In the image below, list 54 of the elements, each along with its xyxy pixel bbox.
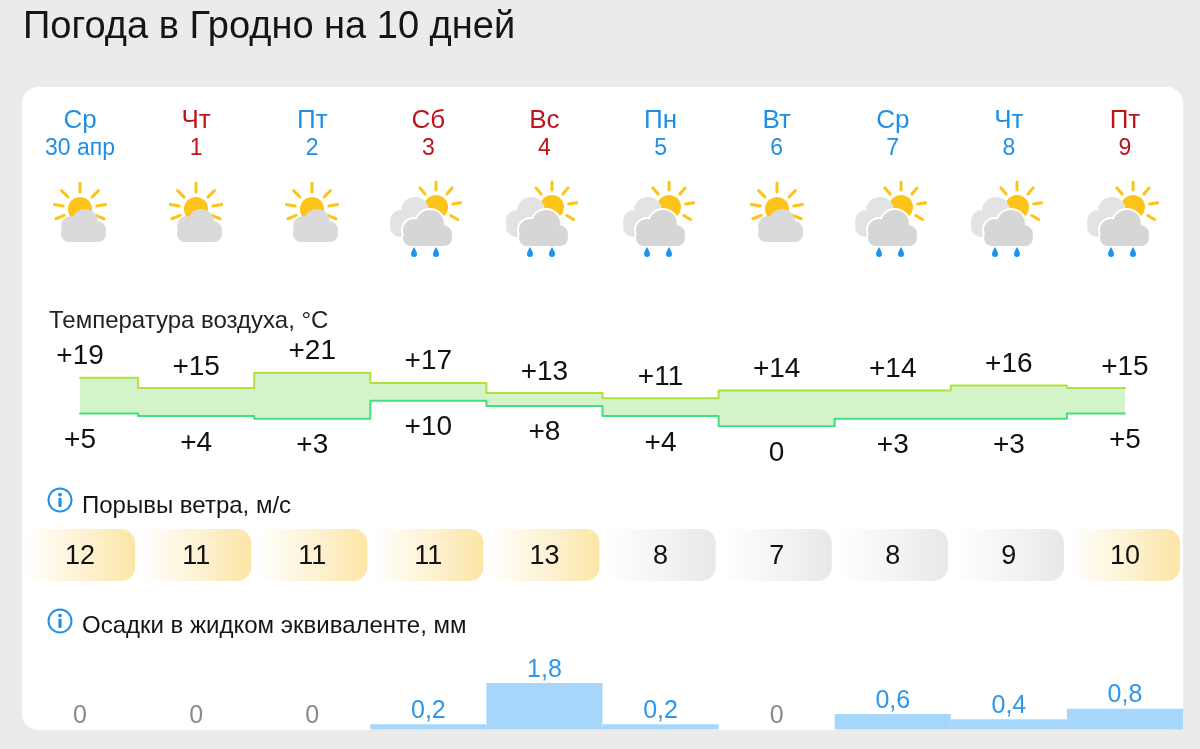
data-label: +3 bbox=[876, 428, 909, 460]
data-label: +5 bbox=[64, 423, 97, 455]
data-label: 0 bbox=[189, 700, 204, 728]
data-label: +8 bbox=[528, 415, 561, 447]
data-label: +15 bbox=[172, 349, 220, 381]
data-label: +13 bbox=[520, 354, 569, 386]
data-label: 0,4 bbox=[991, 689, 1027, 718]
data-label: 0 bbox=[769, 700, 784, 728]
data-label: 0,2 bbox=[410, 694, 446, 723]
text: Порывы ветра, м/с bbox=[82, 490, 292, 518]
data-label: 0,6 bbox=[875, 684, 911, 713]
data-label: +14 bbox=[869, 352, 917, 384]
data-label: +3 bbox=[992, 428, 1025, 460]
data-label: +19 bbox=[56, 339, 104, 371]
data-label: +21 bbox=[288, 334, 336, 366]
data-label: 0 bbox=[73, 700, 87, 728]
chart-title: Погода в Гродно на 10 дней bbox=[23, 4, 516, 46]
data-label: +4 bbox=[180, 425, 213, 457]
data-label: 0,2 bbox=[643, 694, 678, 723]
data-label: +16 bbox=[985, 346, 1033, 378]
data-label: +3 bbox=[296, 428, 329, 460]
data-label: +10 bbox=[404, 410, 453, 442]
data-label: +17 bbox=[404, 344, 453, 376]
data-label: 11 bbox=[298, 540, 327, 570]
data-label: +4 bbox=[644, 425, 677, 457]
data-label: +15 bbox=[1101, 349, 1149, 381]
data-label: +14 bbox=[752, 352, 801, 384]
data-label: 0,8 bbox=[1107, 679, 1143, 708]
x-tick-label: Сб 3 bbox=[411, 103, 446, 160]
chart-title: Осадки в жидком эквиваленте, мм bbox=[82, 610, 467, 638]
x-tick-label: Пт 2 bbox=[296, 103, 328, 160]
chart-subtitle: Температура воздуха, °C bbox=[49, 305, 329, 333]
x-tick-label: Пн 5 bbox=[644, 103, 678, 160]
data-label: 13 bbox=[529, 540, 560, 570]
data-label: 11 bbox=[414, 540, 443, 570]
data-label: 8 bbox=[653, 540, 669, 570]
data-label: 8 bbox=[885, 540, 901, 570]
x-tick-label: Ср 30 апр bbox=[45, 103, 116, 160]
data-label: 9 bbox=[1001, 540, 1017, 570]
x-tick-label: Ср 7 bbox=[876, 103, 910, 160]
data-label: 1,8 bbox=[527, 653, 562, 682]
data-label: 10 bbox=[1109, 540, 1140, 570]
data-label: 7 bbox=[769, 540, 785, 570]
data-label: 11 bbox=[182, 540, 211, 570]
x-tick-label: Вс 4 bbox=[529, 103, 560, 160]
data-label: +11 bbox=[637, 359, 684, 391]
data-label: 0 bbox=[305, 700, 320, 728]
x-tick-label: Вт 6 bbox=[762, 103, 791, 160]
data-label: +5 bbox=[1108, 423, 1141, 455]
data-label: 0 bbox=[768, 435, 785, 467]
x-tick-label: Чт 1 bbox=[181, 103, 211, 160]
x-tick-label: Чт 8 bbox=[994, 103, 1024, 160]
data-label: 12 bbox=[65, 540, 96, 570]
x-tick-label: Пт 9 bbox=[1109, 103, 1141, 160]
